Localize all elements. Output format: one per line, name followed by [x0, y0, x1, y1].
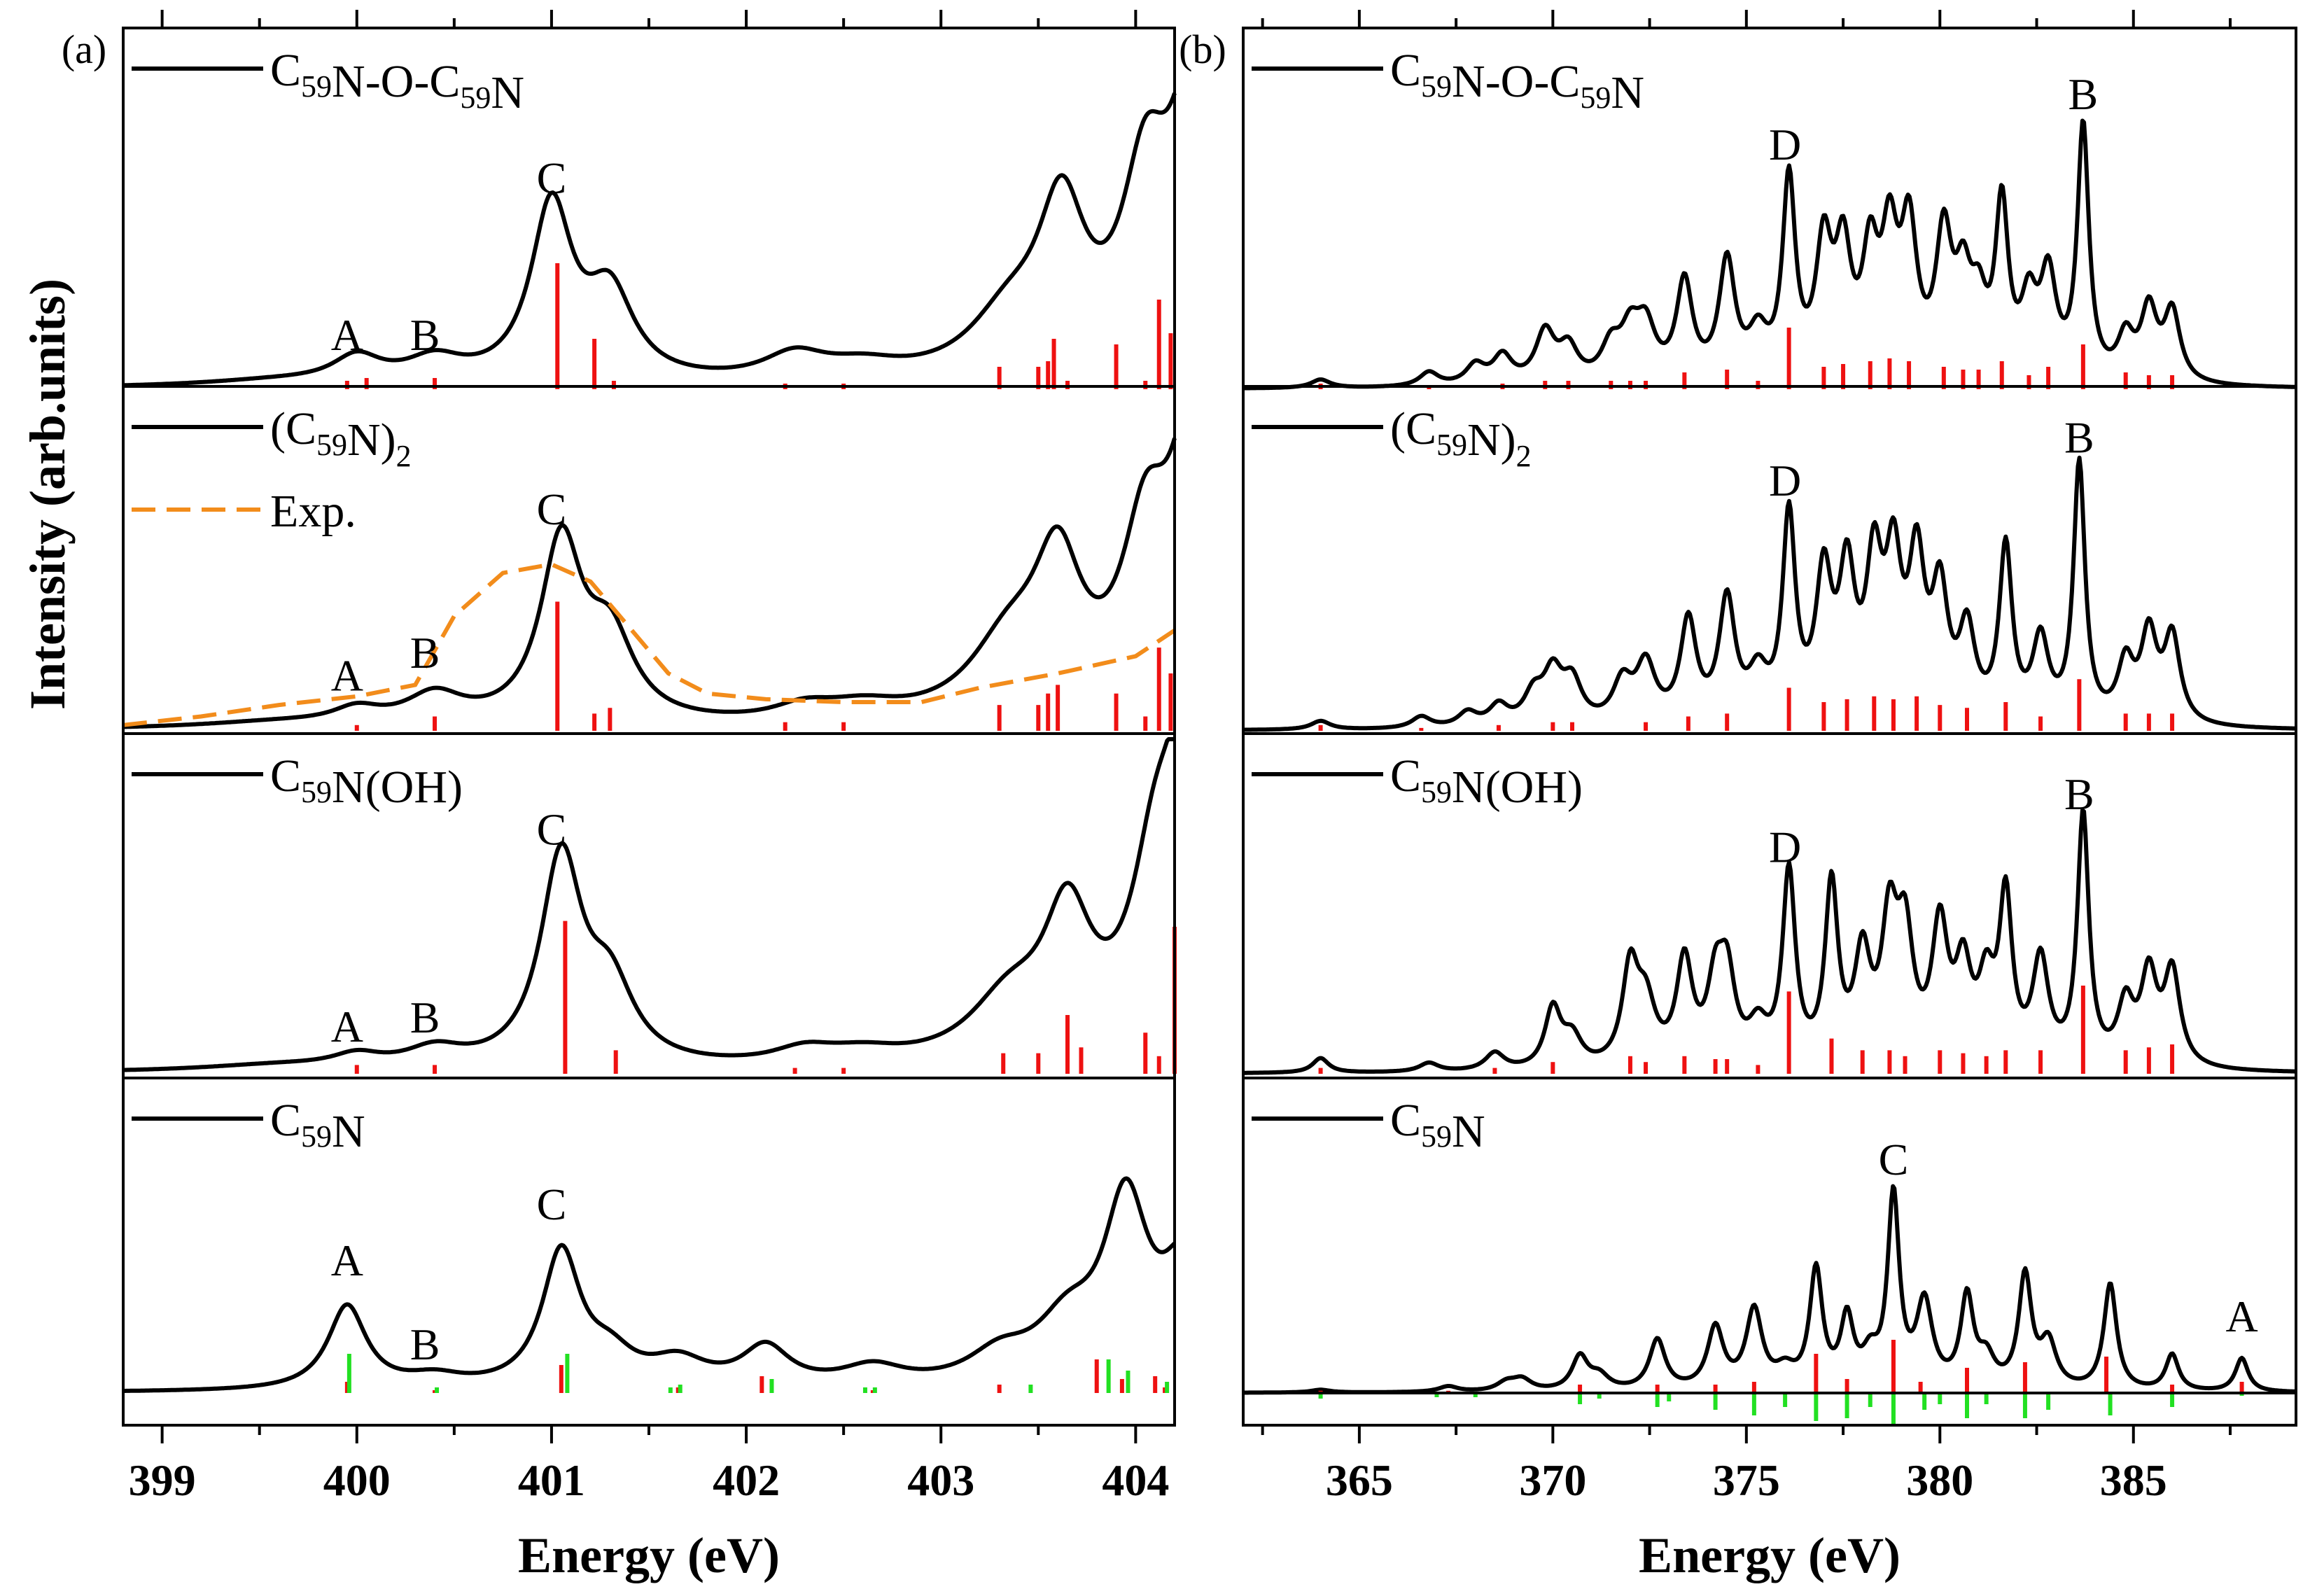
panel-a-x-tick-label-4: 403 [907, 1455, 974, 1505]
panel-a-subplot-0-peak-label-1: B [410, 310, 440, 360]
panel-a-x-tick-label-5: 404 [1102, 1455, 1169, 1505]
panel-a-panel-label: (a) [62, 27, 106, 72]
panel-b-x-axis-label: Energy (eV) [1639, 1527, 1900, 1583]
panel-b-subplot-2-spectrum [1242, 808, 2297, 1075]
panel-a-subplot-2-legend-text: C59N(OH) [270, 750, 463, 813]
panel-b-subplot-3-peak-label-0: C [1879, 1135, 1909, 1184]
panel-a-subplot-1-exp-legend-text: Exp. [270, 486, 356, 537]
panel-a-subplot-3-legend-text: C59N [270, 1095, 365, 1157]
panel-b-subplot-0-legend-text: C59N-O-C59N [1390, 45, 1644, 118]
panel-b-subplot-1-spectrum [1242, 455, 2297, 732]
panel-b-subplot-3-legend-text: C59N [1390, 1095, 1485, 1157]
panel-b-x-tick-label-0: 365 [1326, 1455, 1393, 1505]
panel-a-subplot-2-peak-label-1: B [410, 993, 440, 1042]
panel-a-x-tick-label-1: 400 [323, 1455, 391, 1505]
panel-a-subplot-2-peak-label-2: C [537, 804, 567, 854]
panel-a-subplot-0-peak-label-2: C [537, 153, 567, 203]
panel-b-frame [1242, 27, 2297, 1427]
panel-a-subplot-3-peak-label-2: C [537, 1180, 567, 1229]
panel-b-x-tick-label-1: 370 [1519, 1455, 1586, 1505]
y-axis-label: Intensity (arb.units) [20, 279, 76, 710]
panel-b-subplot-2-peak-label-1: B [2064, 769, 2094, 819]
panel-b-subplot-0-peak-label-0: D [1769, 120, 1801, 169]
panel-a-subplot-2-spectrum [122, 737, 1175, 1072]
panel-b-subplot-1-legend-text: (C59N)2 [1390, 403, 1532, 473]
panel-b-subplot-3-peak-label-1: A [2225, 1292, 2258, 1341]
panel-a-subplot-1-peak-label-0: A [331, 651, 363, 701]
panel-a-subplot-1-spectrum [122, 438, 1177, 729]
panel-a-subplot-2-peak-label-0: A [331, 1002, 363, 1051]
panel-b-panel-label: (b) [1179, 27, 1226, 72]
panel-a-x-axis-label: Energy (eV) [518, 1527, 780, 1583]
panel-a-subplot-0-legend-text: C59N-O-C59N [270, 45, 524, 118]
panel-b-subplot-2-peak-label-0: D [1769, 822, 1801, 872]
panel-b-subplot-2-legend-text: C59N(OH) [1390, 750, 1583, 813]
panel-b-subplot-0-peak-label-1: B [2068, 69, 2099, 119]
panel-a-subplot-1-peak-label-2: C [537, 484, 567, 534]
panel-a-subplot-3-peak-label-1: B [410, 1320, 440, 1369]
panel-b-subplot-3-spectrum [1242, 1184, 2297, 1395]
panel-b-subplot-1-peak-label-0: D [1769, 456, 1801, 505]
panel-b-subplot-0-spectrum [1242, 118, 2297, 391]
panel-a-subplot-0-peak-label-0: A [331, 310, 363, 360]
panel-a-x-tick-label-3: 402 [713, 1455, 780, 1505]
panel-b-x-tick-label-4: 385 [2100, 1455, 2167, 1505]
panel-a-subplot-3-peak-label-0: A [331, 1236, 363, 1285]
panel-a-x-tick-label-0: 399 [129, 1455, 196, 1505]
panel-a-subplot-1-peak-label-1: B [410, 628, 440, 678]
panel-a-x-tick-label-2: 401 [518, 1455, 585, 1505]
panel-b-subplot-1-peak-label-1: B [2064, 412, 2094, 462]
panel-a-subplot-0-spectrum [122, 92, 1177, 388]
panel-a-subplot-3-spectrum [122, 1176, 1177, 1393]
panel-a-subplot-1-legend-text: (C59N)2 [270, 403, 412, 473]
panel-b-x-tick-label-2: 375 [1713, 1455, 1780, 1505]
panel-b-x-tick-label-3: 380 [1906, 1455, 1973, 1505]
